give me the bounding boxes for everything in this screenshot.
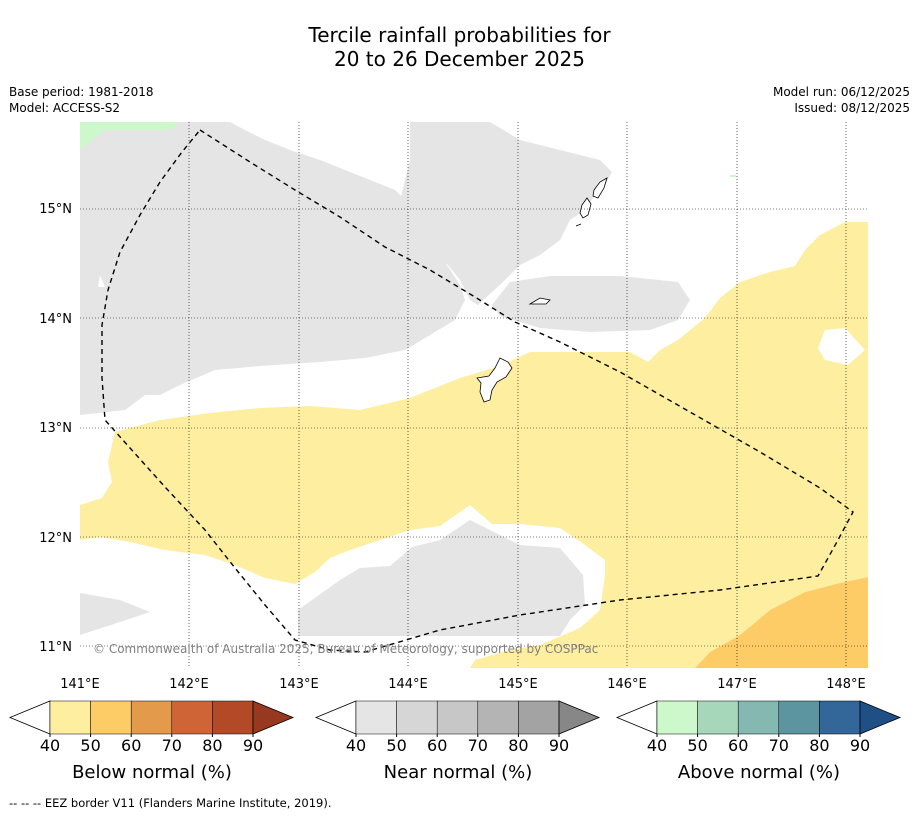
colorbar-near-segment-40 bbox=[355, 700, 397, 735]
map-gridlines bbox=[80, 122, 868, 668]
colorbar-below-tick-label-40: 40 bbox=[40, 736, 60, 755]
below-normal-50-60-region bbox=[695, 577, 868, 668]
lon-label-144e: 144°E bbox=[388, 677, 428, 692]
saipan-island bbox=[592, 177, 608, 199]
colorbar-near-normal: 40 50 60 70 80 90 bbox=[314, 700, 601, 755]
guam-island bbox=[476, 357, 513, 403]
colorbar-below-normal: 40 50 60 70 80 90 bbox=[8, 700, 295, 755]
colorbar-near-tick-label-80: 80 bbox=[508, 736, 528, 755]
lat-label-13n: 13°N bbox=[39, 421, 72, 436]
lat-label-14n: 14°N bbox=[39, 312, 72, 327]
colorbar-above-tick-label-40: 40 bbox=[647, 736, 667, 755]
near-normal-region-northwest bbox=[80, 122, 465, 415]
colorbar-below-segment-80 bbox=[212, 700, 254, 735]
lon-label-147e: 147°E bbox=[717, 677, 757, 692]
lon-label-142e: 142°E bbox=[169, 677, 209, 692]
colorbar-above-segment-80 bbox=[819, 700, 861, 735]
lat-label-15n: 15°N bbox=[39, 202, 72, 217]
white-notch-west bbox=[98, 275, 105, 287]
copyright-notice: © Commonwealth of Australia 2025, Bureau… bbox=[93, 642, 598, 656]
model-run-date: Model run: 06/12/2025 bbox=[772, 85, 910, 99]
white-hole-east bbox=[818, 328, 865, 365]
colorbar-below-over-arrow bbox=[252, 700, 295, 735]
colorbar-below-tick-label-70: 70 bbox=[162, 736, 182, 755]
rainfall-map-figure: © Commonwealth of Australia 2025, Bureau… bbox=[8, 122, 902, 783]
colorbar-below-tick-label-80: 80 bbox=[202, 736, 222, 755]
colorbar-above-tick-label-70: 70 bbox=[769, 736, 789, 755]
below-normal-40-50-band bbox=[80, 222, 868, 668]
lon-label-143e: 143°E bbox=[279, 677, 319, 692]
colorbar-above-segment-70 bbox=[778, 700, 820, 735]
lon-label-145e: 145°E bbox=[498, 677, 538, 692]
lat-label-12n: 12°N bbox=[39, 531, 72, 546]
colorbar-near-under-arrow bbox=[314, 700, 357, 735]
colorbar-above-normal-label: Above normal (%) bbox=[678, 762, 840, 783]
colorbar-below-under-arrow bbox=[8, 700, 51, 735]
colorbar-below-tick-label-50: 50 bbox=[80, 736, 100, 755]
aguijan-island bbox=[575, 223, 582, 227]
colorbar-below-segment-70 bbox=[171, 700, 213, 735]
colorbar-near-segment-50 bbox=[396, 700, 438, 735]
colorbar-above-segment-40 bbox=[656, 700, 698, 735]
colorbar-above-tick-label-90: 90 bbox=[850, 736, 870, 755]
rota-island bbox=[528, 297, 551, 305]
colorbar-near-segment-70 bbox=[477, 700, 519, 735]
model-name: Model: ACCESS-S2 bbox=[9, 101, 121, 115]
colorbar-below-normal-label: Below normal (%) bbox=[72, 762, 232, 783]
map-title-line2: 20 to 26 December 2025 bbox=[333, 47, 585, 71]
above-normal-patch-northeast bbox=[730, 175, 736, 177]
lon-label-148e: 148°E bbox=[826, 677, 866, 692]
near-normal-region-north bbox=[400, 122, 612, 305]
colorbar-above-segment-60 bbox=[737, 700, 780, 735]
colorbar-below-tick-label-90: 90 bbox=[243, 736, 263, 755]
colorbar-near-tick-label-90: 90 bbox=[549, 736, 569, 755]
colorbar-near-normal-label: Near normal (%) bbox=[384, 762, 533, 783]
colorbar-above-under-arrow bbox=[615, 700, 658, 735]
colorbar-above-tick-label-50: 50 bbox=[687, 736, 707, 755]
map-plot-area bbox=[80, 122, 868, 668]
colorbar-near-tick-label-60: 60 bbox=[427, 736, 447, 755]
eez-footnote: -- -- -- EEZ border V11 (Flanders Marine… bbox=[9, 796, 332, 810]
tinian-island bbox=[579, 197, 592, 219]
lon-label-141e: 141°E bbox=[60, 677, 100, 692]
issued-date: Issued: 08/12/2025 bbox=[794, 101, 910, 115]
eez-border bbox=[101, 129, 854, 653]
near-normal-region-central bbox=[492, 276, 690, 332]
colorbar-near-segment-60 bbox=[436, 700, 479, 735]
colorbar-near-tick-label-50: 50 bbox=[386, 736, 406, 755]
colorbar-above-segment-50 bbox=[697, 700, 739, 735]
colorbar-above-tick-label-80: 80 bbox=[809, 736, 829, 755]
lat-label-11n: 11°N bbox=[39, 640, 72, 655]
colorbar-below-segment-50 bbox=[90, 700, 132, 735]
colorbar-near-over-arrow bbox=[558, 700, 601, 735]
colorbar-above-tick-label-60: 60 bbox=[728, 736, 748, 755]
colorbar-near-segment-80 bbox=[518, 700, 560, 735]
colorbar-above-normal: 40 50 60 70 80 90 bbox=[615, 700, 902, 755]
near-normal-region-southwest bbox=[80, 593, 150, 635]
base-period: Base period: 1981-2018 bbox=[9, 85, 154, 99]
lon-label-146e: 146°E bbox=[607, 677, 647, 692]
colorbar-below-segment-60 bbox=[130, 700, 173, 735]
colorbar-near-tick-label-40: 40 bbox=[346, 736, 366, 755]
colorbar-near-tick-label-70: 70 bbox=[468, 736, 488, 755]
map-title-line1: Tercile rainfall probabilities for bbox=[308, 23, 611, 47]
near-normal-region-south bbox=[298, 520, 585, 636]
above-normal-patch-northwest bbox=[80, 122, 178, 150]
colorbar-below-tick-label-60: 60 bbox=[121, 736, 141, 755]
colorbar-below-segment-40 bbox=[49, 700, 91, 735]
colorbar-above-over-arrow bbox=[859, 700, 902, 735]
